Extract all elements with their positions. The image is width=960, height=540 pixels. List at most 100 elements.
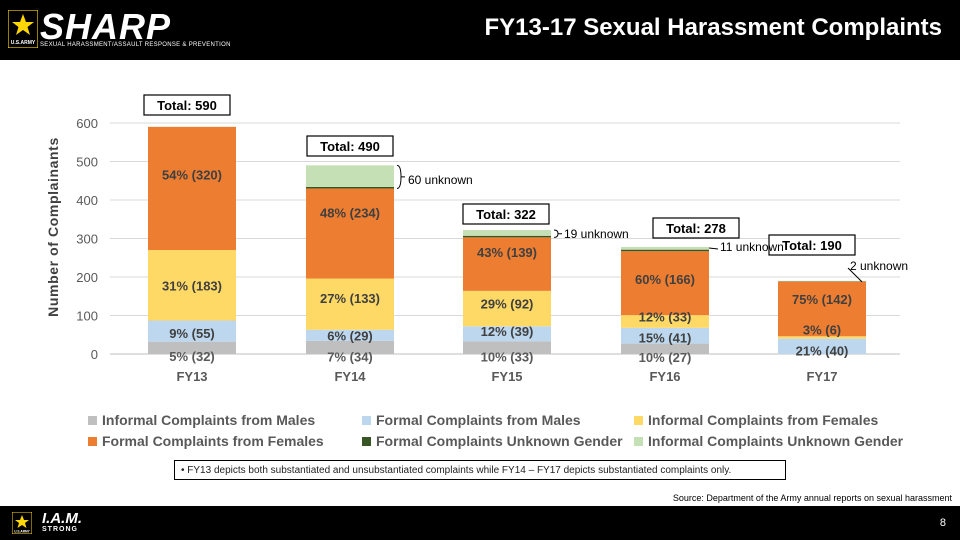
bar-segment <box>306 165 394 187</box>
legend-item-formal-females: Formal Complaints from Females <box>88 433 324 449</box>
segment-label: 5% (32) <box>169 349 215 364</box>
segment-label: 15% (41) <box>639 331 692 346</box>
bar-segment <box>463 326 551 342</box>
x-tick-label: FY13 <box>176 369 207 384</box>
x-tick-label: FY16 <box>649 369 680 384</box>
footer-bar: U.S.ARMY I.A.M. STRONG 8 <box>0 506 960 540</box>
y-axis-label: Number of Complainants <box>45 137 61 317</box>
bar-segment <box>621 343 709 354</box>
segment-label: 29% (92) <box>481 297 534 312</box>
bar-segment <box>148 126 236 251</box>
army-star-icon: U.S.ARMY <box>8 10 38 48</box>
legend-label: Informal Complaints Unknown Gender <box>648 433 904 449</box>
bar-segment <box>621 327 709 344</box>
legend-label: Formal Complaints from Females <box>102 433 324 449</box>
army-star-icon: U.S.ARMY <box>12 512 32 534</box>
total-callout-label: Total: 190 <box>782 238 842 253</box>
bar-segment <box>621 249 709 252</box>
unknown-annotation: 11 unknown <box>720 240 784 254</box>
bar-segment <box>463 230 551 236</box>
unknown-arrow <box>847 267 863 283</box>
segment-label: 27% (133) <box>320 291 380 306</box>
bar-segment <box>306 329 394 341</box>
segment-label: 12% (39) <box>481 324 534 339</box>
legend-swatch <box>362 436 371 446</box>
x-tick-label: FY14 <box>334 369 366 384</box>
segment-label: 9% (55) <box>169 326 215 341</box>
y-tick-label: 500 <box>76 155 98 170</box>
stacked-bar-chart: 0 100 200 300 400 500 600 FY13 FY14 FY15 FY16 FY17 5… <box>76 94 908 384</box>
segment-label: 60% (166) <box>635 272 695 287</box>
total-callout-label: Total: 278 <box>666 221 726 236</box>
segment-label: 6% (29) <box>327 328 373 343</box>
segment-label: 10% (33) <box>481 350 534 365</box>
bar-segment <box>621 315 709 328</box>
y-tick-label: 300 <box>76 232 98 247</box>
bar-segment <box>148 320 236 342</box>
army-tag-text: U.S.ARMY <box>14 530 30 534</box>
y-tick-label: 100 <box>76 309 98 324</box>
bar-segment <box>621 246 709 250</box>
legend-item-informal-females: Informal Complaints from Females <box>634 412 878 428</box>
legend-item-formal-unknown: Formal Complaints Unknown Gender <box>362 433 623 449</box>
total-callout-box <box>652 217 740 239</box>
total-callout-box <box>306 135 394 157</box>
total-callout-label: Total: 490 <box>320 139 380 154</box>
bar-segment <box>778 281 866 337</box>
bar-segment <box>148 250 236 321</box>
source-citation: Source: Department of the Army annual re… <box>672 493 952 503</box>
y-tick-label: 200 <box>76 270 98 285</box>
legend-label: Formal Complaints from Males <box>376 412 581 428</box>
unknown-annotation: 2 unknown <box>850 259 908 273</box>
segment-label: 43% (139) <box>477 245 537 260</box>
unknown-brace <box>396 164 405 189</box>
bar-segment <box>306 188 394 279</box>
legend-item-formal-males: Formal Complaints from Males <box>362 412 581 428</box>
strong-logo-text: STRONG <box>42 526 78 533</box>
total-callout-label: Total: 590 <box>157 98 217 113</box>
bar-segment <box>621 251 709 316</box>
legend-swatch <box>634 415 643 425</box>
y-tick-label: 400 <box>76 193 98 208</box>
segment-label: 75% (142) <box>792 292 852 307</box>
legend-item-informal-males: Informal Complaints from Males <box>88 412 315 428</box>
total-callout-box <box>768 234 856 256</box>
bar-segment <box>778 336 866 339</box>
y-tick-label: 600 <box>76 116 98 131</box>
bar-segment <box>463 235 551 238</box>
segment-label: 3% (6) <box>803 322 841 337</box>
legend-label: Informal Complaints from Females <box>648 412 879 428</box>
bar-segment <box>306 278 394 330</box>
segment-label: 54% (320) <box>162 167 222 182</box>
army-tag-text: U.S.ARMY <box>11 40 36 46</box>
total-callout-label: Total: 322 <box>476 207 536 222</box>
segment-label: 12% (33) <box>639 309 692 324</box>
unknown-annotation: 19 unknown <box>564 227 629 241</box>
legend-label: Informal Complaints from Males <box>102 412 316 428</box>
legend-swatch <box>634 436 643 446</box>
total-callout-box <box>462 203 550 225</box>
bar-segment <box>148 341 236 354</box>
unknown-brace <box>553 229 562 238</box>
segment-label: 7% (34) <box>327 349 373 364</box>
segment-label: 21% (40) <box>796 343 849 358</box>
bar-segment <box>463 341 551 354</box>
footnote-box: • FY13 depicts both substantiated and un… <box>174 460 786 480</box>
sharp-subtitle: SEXUAL HARASSMENT/ASSAULT RESPONSE & PRE… <box>40 42 231 48</box>
bar-segment <box>306 186 394 189</box>
page-title: FY13-17 Sexual Harassment Complaints <box>484 14 942 41</box>
bar-segment <box>778 338 866 354</box>
page-number: 8 <box>939 517 946 529</box>
iam-logo: I.A.M. <box>42 510 82 527</box>
y-tick-label: 0 <box>91 347 98 362</box>
bar-segment <box>306 340 394 354</box>
header-bar: U.S.ARMY SHARP SEXUAL HARASSMENT/ASSAULT… <box>0 0 960 60</box>
segment-label: 48% (234) <box>320 205 380 220</box>
legend-item-informal-unknown: Informal Complaints Unknown Gender <box>634 433 903 449</box>
legend-swatch <box>88 415 97 425</box>
legend-swatch <box>362 415 371 425</box>
x-tick-label: FY15 <box>491 369 522 384</box>
total-callout-box <box>143 94 231 116</box>
segment-label: 31% (183) <box>162 278 222 293</box>
segment-label: 10% (27) <box>639 350 692 365</box>
